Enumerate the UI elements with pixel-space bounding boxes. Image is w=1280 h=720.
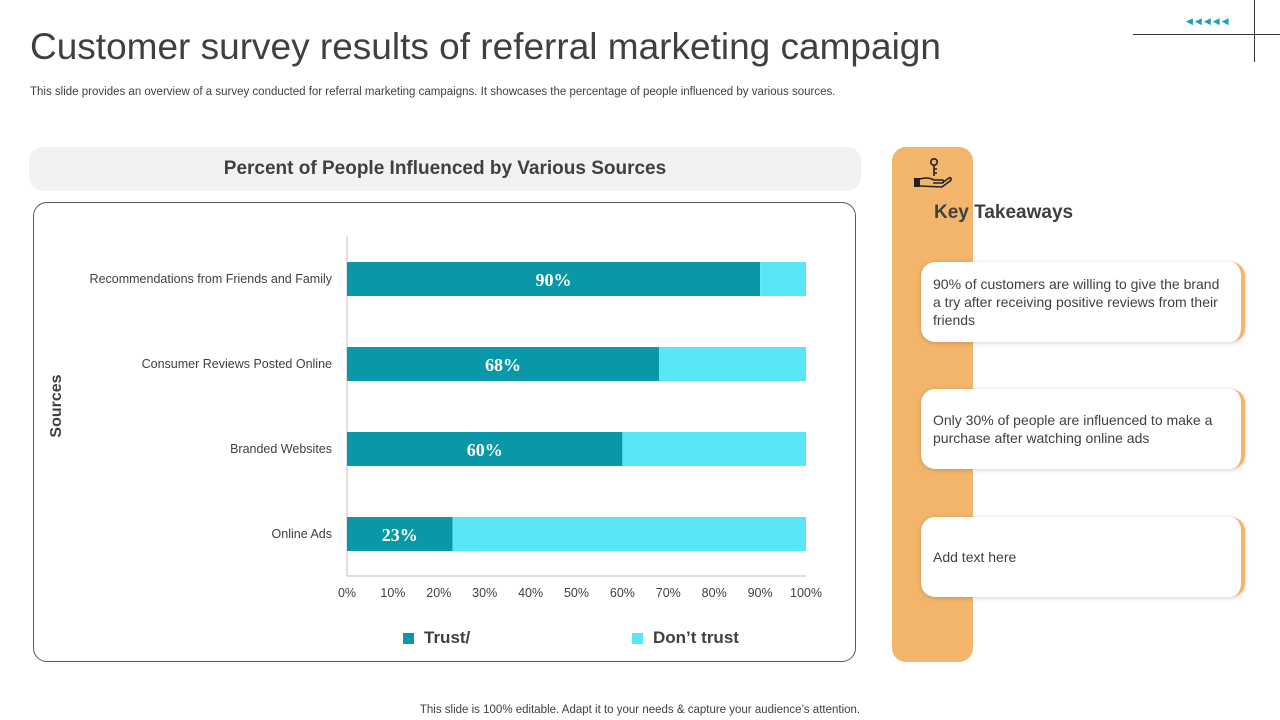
takeaway-card-1: 90% of customers are willing to give the… bbox=[921, 262, 1245, 342]
chart-frame bbox=[33, 202, 856, 662]
x-tick-label: 0% bbox=[338, 586, 356, 600]
bar-dont-trust-4 bbox=[452, 517, 806, 551]
category-label-1: Recommendations from Friends and Family bbox=[90, 272, 333, 286]
legend-item-dont-trust: Don’t trust bbox=[632, 628, 739, 648]
data-label-2: 68% bbox=[485, 355, 521, 375]
x-tick-label: 10% bbox=[380, 586, 405, 600]
chart-title: Percent of People Influenced by Various … bbox=[223, 158, 667, 179]
decorative-arrows-icon: ◀◀◀◀◀ bbox=[1186, 16, 1231, 26]
data-label-4: 23% bbox=[382, 525, 418, 545]
takeaway-text-3: Add text here bbox=[933, 549, 1017, 565]
x-tick-label: 50% bbox=[564, 586, 589, 600]
slide-title: Customer survey results of referral mark… bbox=[30, 26, 941, 67]
y-axis-title: Sources bbox=[48, 374, 65, 437]
takeaway-card-3: Add text here bbox=[921, 517, 1245, 597]
takeaways-title: Key Takeaways bbox=[934, 202, 1074, 223]
takeaway-text-1: 90% of customers are willing to give the… bbox=[933, 276, 1220, 328]
x-tick-label: 90% bbox=[748, 586, 773, 600]
category-label-3: Branded Websites bbox=[230, 442, 332, 456]
x-tick-label: 40% bbox=[518, 586, 543, 600]
legend-swatch-dont-trust bbox=[632, 632, 643, 644]
slide-subtitle: This slide provides an overview of a sur… bbox=[30, 86, 836, 98]
x-tick-label: 30% bbox=[472, 586, 497, 600]
bar-trust-4 bbox=[347, 517, 453, 551]
category-label-4: Online Ads bbox=[272, 527, 332, 541]
decorative-line-vertical bbox=[1254, 0, 1255, 62]
legend-swatch-trust bbox=[403, 632, 414, 644]
x-tick-label: 20% bbox=[426, 586, 451, 600]
legend-label-trust: Trust/ bbox=[424, 628, 471, 647]
takeaway-text-2: Only 30% of people are influenced to mak… bbox=[933, 412, 1213, 446]
chart-header: Percent of People Influenced by Various … bbox=[29, 147, 861, 191]
bar-dont-trust-1 bbox=[760, 262, 806, 296]
x-tick-label: 80% bbox=[702, 586, 727, 600]
bar-trust-3 bbox=[347, 432, 623, 466]
bar-trust-1 bbox=[347, 262, 761, 296]
bar-dont-trust-2 bbox=[659, 347, 806, 381]
x-tick-label: 70% bbox=[656, 586, 681, 600]
decorative-line-horizontal bbox=[1133, 34, 1280, 35]
slide-footer: This slide is 100% editable. Adapt it to… bbox=[419, 704, 861, 716]
x-tick-label: 60% bbox=[610, 586, 635, 600]
legend-item-trust: Trust/ bbox=[403, 628, 470, 648]
category-label-2: Consumer Reviews Posted Online bbox=[142, 357, 332, 371]
bar-dont-trust-3 bbox=[622, 432, 806, 466]
legend-label-dont-trust: Don’t trust bbox=[653, 628, 739, 647]
hand-holding-keys-icon bbox=[914, 157, 952, 188]
data-label-3: 60% bbox=[467, 440, 503, 460]
x-tick-label: 100% bbox=[790, 586, 822, 600]
data-label-1: 90% bbox=[536, 270, 572, 290]
takeaway-card-2: Only 30% of people are influenced to mak… bbox=[921, 389, 1245, 469]
bar-trust-2 bbox=[347, 347, 660, 381]
